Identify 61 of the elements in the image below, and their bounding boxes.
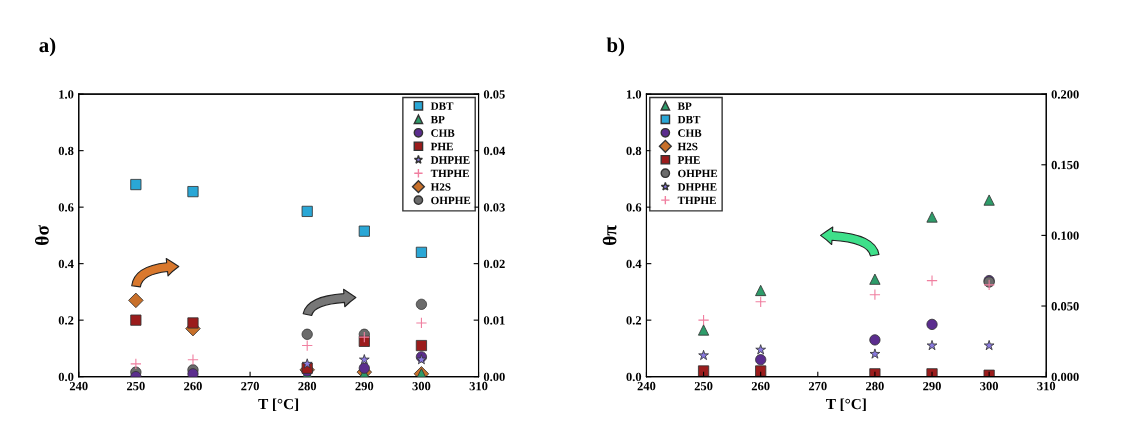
- y-tick-label: 1.0: [626, 90, 642, 99]
- y-tick-label: 0.0: [626, 372, 642, 382]
- y-tick-label: 0.2: [58, 316, 74, 325]
- legend-label: PHE: [430, 142, 453, 151]
- y-axis-title: θσ: [34, 225, 49, 245]
- legend-label: THPHE: [677, 196, 716, 205]
- y2-tick-label: 0.03: [483, 203, 505, 212]
- y2-tick-label: 0.150: [1051, 160, 1079, 170]
- y2-tick-label: 0.02: [483, 259, 505, 269]
- chart-title: b): [606, 37, 625, 57]
- y-tick-label: 0.6: [58, 203, 74, 212]
- legend-label: CHB: [678, 129, 702, 137]
- y-tick-label: 0.6: [626, 203, 642, 212]
- y2-tick-label: 0.100: [1051, 231, 1079, 240]
- y2-tick-label: 0.000: [1051, 372, 1079, 382]
- y-tick-label: 0.8: [58, 146, 74, 156]
- y2-tick-label: 0.00: [483, 372, 505, 382]
- legend-label: DHPHE: [677, 183, 717, 191]
- legend-label: H2S: [430, 183, 451, 191]
- x-tick-label: 240: [637, 381, 656, 391]
- y2-tick-label: 0.04: [483, 146, 506, 156]
- x-tick-label: 270: [241, 381, 259, 391]
- legend-label: BP: [430, 115, 445, 124]
- x-tick-label: 280: [298, 381, 317, 391]
- x-tick-label: 300: [412, 381, 431, 391]
- y-tick-label: 1.0: [59, 90, 74, 99]
- y-tick-label: 0.2: [626, 316, 642, 325]
- legend-label: OHPHE: [431, 196, 471, 205]
- chart-title: a): [39, 37, 56, 57]
- x-axis-title: T [°C]: [258, 398, 299, 412]
- y-tick-label: 0.8: [626, 146, 642, 156]
- y-axis-title: θπ: [602, 225, 617, 245]
- legend-label: H2S: [677, 142, 698, 151]
- legend-label: CHB: [431, 129, 455, 137]
- y-tick-label: 0.4: [58, 259, 74, 269]
- y2-tick-label: 0.200: [1051, 90, 1079, 99]
- legend-label: OHPHE: [678, 169, 718, 178]
- legend-label: BP: [677, 102, 692, 110]
- y-tick-label: 0.4: [626, 259, 642, 269]
- y2-tick-label: 0.05: [483, 90, 505, 99]
- y-tick-label: 0.0: [58, 372, 74, 382]
- y2-tick-label: 0.050: [1051, 302, 1079, 311]
- y2-tick-label: 0.01: [483, 316, 505, 325]
- x-axis-title: T [°C]: [826, 398, 866, 412]
- x-tick-label: 250: [694, 381, 713, 391]
- x-tick-label: 270: [808, 381, 827, 391]
- legend-label: PHE: [677, 156, 700, 164]
- x-tick-label: 300: [980, 381, 999, 391]
- legend-label: DBT: [677, 115, 701, 124]
- legend-label: DHPHE: [430, 156, 470, 164]
- x-tick-label: 280: [866, 381, 884, 391]
- x-tick-label: 260: [751, 381, 770, 391]
- x-tick-label: 310: [469, 381, 488, 391]
- x-tick-label: 290: [923, 381, 941, 391]
- x-tick-label: 240: [69, 381, 88, 391]
- x-tick-label: 250: [127, 381, 145, 391]
- x-tick-label: 260: [184, 381, 202, 391]
- legend-label: THPHE: [430, 169, 469, 178]
- x-tick-label: 290: [355, 381, 374, 391]
- x-tick-label: 310: [1037, 381, 1056, 391]
- legend-label: DBT: [430, 102, 454, 110]
